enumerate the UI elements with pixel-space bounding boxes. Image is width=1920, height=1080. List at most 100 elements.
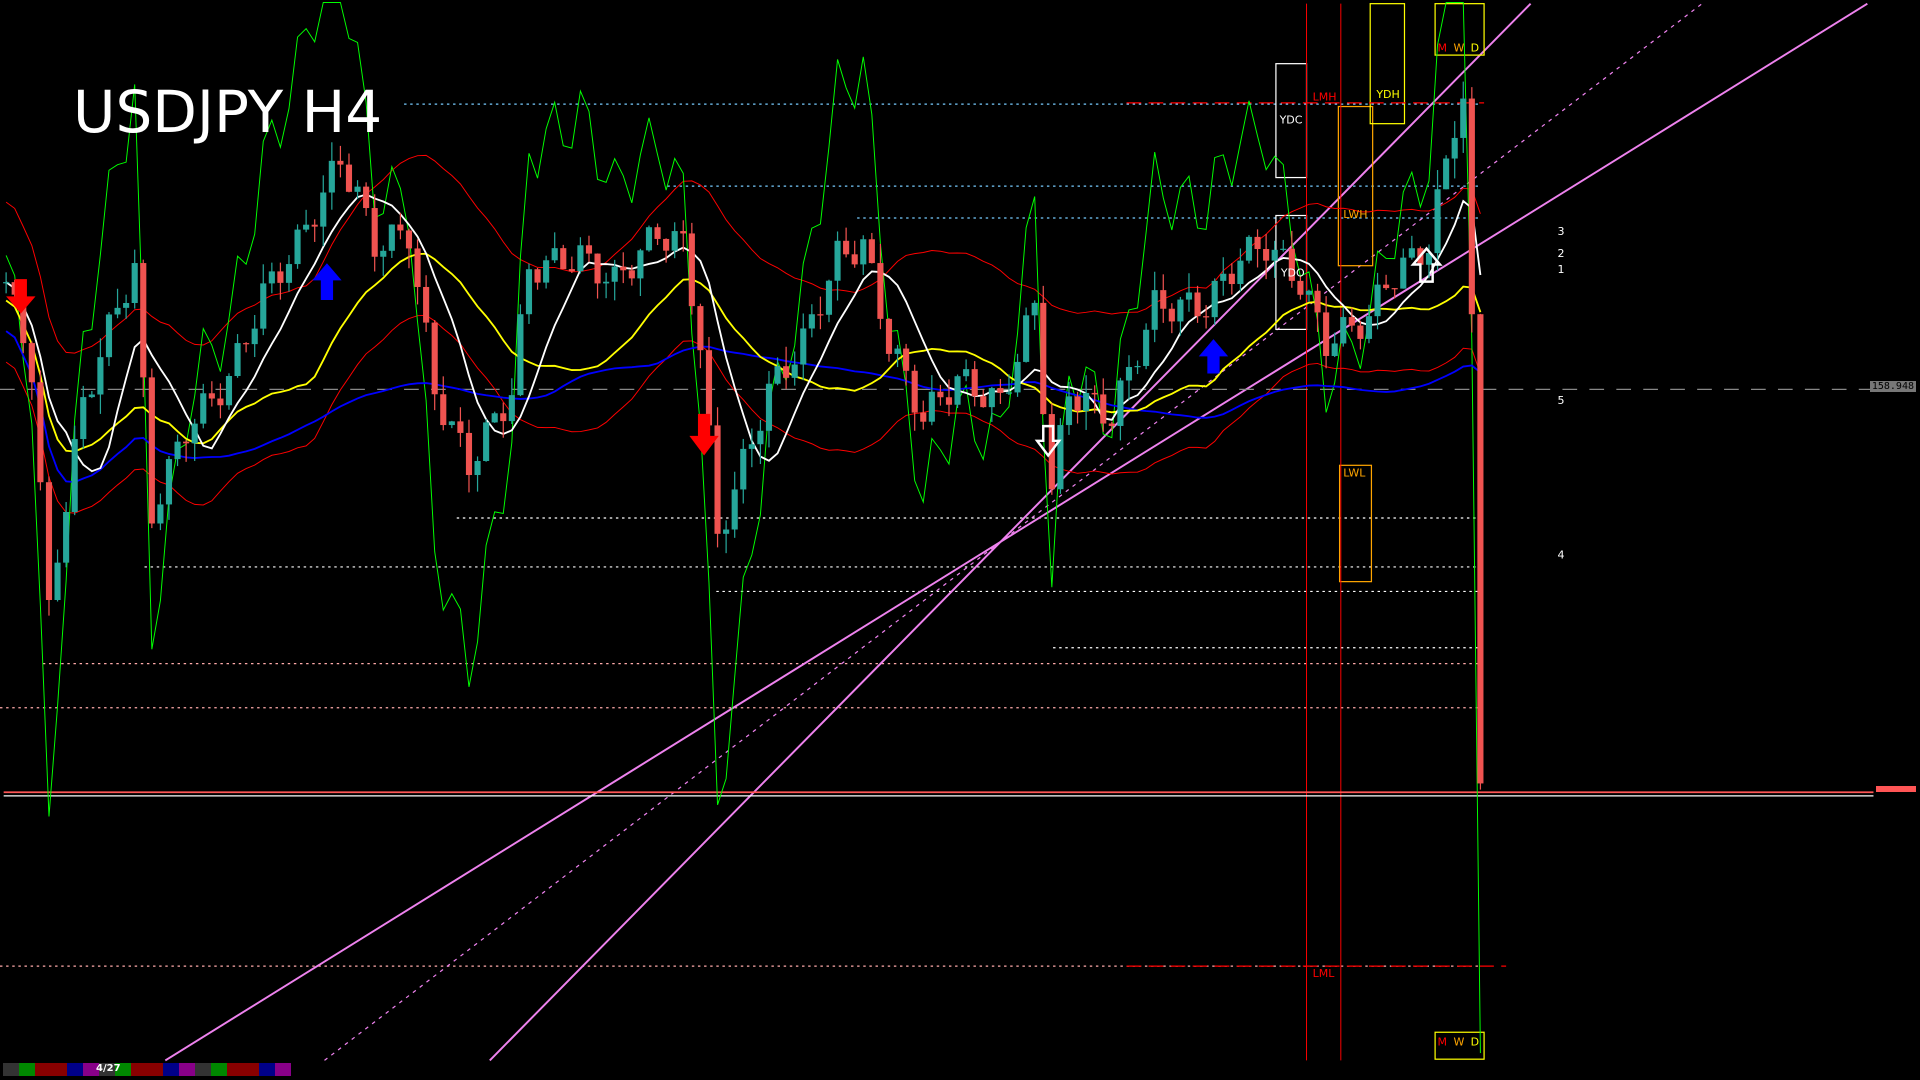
- level-lines: [0, 103, 1482, 967]
- candle-body: [1271, 249, 1278, 261]
- period-w-bottom: W: [1453, 1036, 1464, 1049]
- timeframe-strip[interactable]: [3, 1063, 291, 1076]
- timeframe-cell[interactable]: [3, 1063, 19, 1076]
- timeframe-cell[interactable]: [227, 1063, 243, 1076]
- candle-body: [765, 383, 773, 431]
- candle-body: [1151, 290, 1158, 330]
- timeframe-cell[interactable]: [147, 1063, 163, 1076]
- candle-body: [54, 562, 61, 601]
- bollinger-lower: [5, 314, 1481, 514]
- projection-label-2: 2: [1558, 247, 1565, 260]
- candle-body: [234, 343, 241, 376]
- channel-upper: [164, 2, 1868, 1062]
- ydo-label: YDO: [1280, 267, 1305, 280]
- candle-body: [1237, 260, 1244, 285]
- candle-body: [71, 439, 78, 513]
- candle-body: [380, 250, 387, 257]
- candle-body: [1425, 253, 1433, 265]
- candle-body: [877, 263, 884, 319]
- timeframe-cell[interactable]: [51, 1063, 67, 1076]
- candle-body: [594, 253, 601, 284]
- candle-body: [885, 318, 893, 354]
- lwl-label: LWL: [1343, 466, 1366, 479]
- candle-body: [723, 529, 730, 534]
- candle-body: [1117, 380, 1124, 426]
- timeframe-cell[interactable]: [83, 1063, 99, 1076]
- trend-channel: [164, 2, 1868, 1062]
- candle-body: [517, 314, 524, 396]
- candle-body: [945, 397, 953, 405]
- arrow-down-icon: [6, 279, 36, 314]
- candle-body: [697, 306, 704, 351]
- candle-body: [500, 413, 507, 422]
- level-label-group: LMH YDH YDC LWH YDO LWL LML M W D M W D …: [1279, 41, 1565, 1048]
- projection-label-5: 5: [1558, 394, 1565, 407]
- oscillator-line: [5, 1, 1481, 1054]
- timeframe-cell[interactable]: [99, 1063, 115, 1076]
- channel-mid: [324, 3, 1703, 1061]
- projection-label-3: 3: [1558, 225, 1565, 238]
- timeframe-cell[interactable]: [115, 1063, 131, 1076]
- candle-body: [1263, 249, 1270, 261]
- support-price-tag: [1876, 786, 1916, 792]
- candle-body: [337, 160, 344, 165]
- mwd-box-bottom: [1434, 1031, 1485, 1060]
- candle-body: [1314, 290, 1321, 313]
- candle-body: [928, 391, 935, 422]
- candle-body: [551, 248, 558, 261]
- arrow-down-outline-icon: [1034, 424, 1062, 458]
- lwh-box: [1337, 105, 1374, 267]
- candle-body: [1391, 288, 1398, 290]
- candle-body: [285, 264, 293, 283]
- candle-body: [1100, 394, 1107, 424]
- candle-body: [1228, 273, 1235, 285]
- timeframe-cell[interactable]: [67, 1063, 83, 1076]
- candle-body: [243, 343, 250, 345]
- candle-body: [474, 460, 481, 476]
- timeframe-cell[interactable]: [19, 1063, 35, 1076]
- candle-body: [1348, 317, 1355, 326]
- candle-body: [1125, 366, 1133, 381]
- timeframe-cell[interactable]: [243, 1063, 259, 1076]
- candle-body: [208, 393, 215, 399]
- candle-body: [183, 441, 190, 444]
- timeframe-cell[interactable]: [131, 1063, 147, 1076]
- mwd-box-top: [1434, 3, 1485, 56]
- timeframe-cell[interactable]: [275, 1063, 291, 1076]
- candle-body: [937, 391, 944, 398]
- candle-body: [20, 294, 27, 344]
- candle-body: [508, 395, 515, 422]
- timeframe-cell[interactable]: [35, 1063, 51, 1076]
- timeframe-cell[interactable]: [259, 1063, 275, 1076]
- candle-body: [868, 239, 875, 264]
- candle-body: [114, 307, 121, 315]
- candle-body: [1040, 302, 1047, 415]
- candle-body: [448, 421, 455, 426]
- lmh-label: LMH: [1313, 90, 1337, 103]
- timeframe-cell[interactable]: [211, 1063, 227, 1076]
- candle-body: [671, 231, 678, 251]
- candle-body: [131, 263, 138, 304]
- candle-body: [731, 489, 738, 530]
- candle-body: [80, 397, 87, 440]
- candle-body: [843, 240, 850, 255]
- candle-body: [774, 366, 781, 384]
- timeframe-cell[interactable]: [195, 1063, 211, 1076]
- candle-body: [1177, 299, 1184, 322]
- candles: [3, 81, 1484, 790]
- candle-body: [645, 227, 653, 251]
- candle-body: [157, 504, 164, 524]
- candle-body: [1031, 302, 1038, 316]
- candle-body: [740, 448, 747, 490]
- candle-body: [405, 230, 413, 249]
- candle-body: [1443, 158, 1450, 190]
- bollinger-upper: [5, 154, 1481, 354]
- candle-body: [1057, 425, 1064, 490]
- timeframe-cell[interactable]: [163, 1063, 179, 1076]
- timeframe-cell[interactable]: [179, 1063, 195, 1076]
- candle-body: [1460, 98, 1467, 138]
- candle-body: [1408, 248, 1415, 258]
- candle-body: [637, 250, 644, 279]
- candle-body: [663, 238, 670, 251]
